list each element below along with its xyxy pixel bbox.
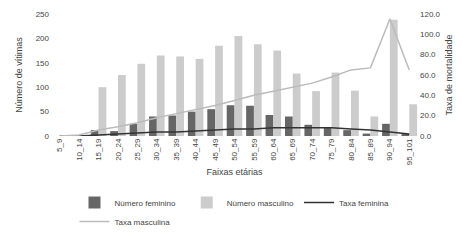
svg-text:5_9: 5_9 [55, 138, 64, 152]
svg-text:150: 150 [36, 59, 50, 68]
svg-text:250: 250 [36, 10, 50, 19]
svg-text:55_59: 55_59 [250, 138, 259, 161]
svg-text:30_34: 30_34 [152, 138, 161, 161]
svg-text:Faixas etárias: Faixas etárias [206, 167, 263, 177]
svg-text:Número masculino: Número masculino [227, 199, 294, 208]
svg-text:50_54: 50_54 [230, 138, 239, 161]
svg-text:Número feminino: Número feminino [115, 199, 176, 208]
svg-text:60.0: 60.0 [420, 71, 436, 80]
svg-text:80.0: 80.0 [420, 50, 436, 59]
svg-text:65_69: 65_69 [288, 138, 297, 161]
svg-text:20_24: 20_24 [114, 138, 123, 161]
svg-text:120.0: 120.0 [420, 10, 441, 19]
svg-text:35_39: 35_39 [172, 138, 181, 161]
svg-text:Taxa de mortalidade: Taxa de mortalidade [444, 34, 454, 115]
svg-text:60_64: 60_64 [269, 138, 278, 161]
svg-text:20.0: 20.0 [420, 111, 436, 120]
svg-text:15_19: 15_19 [94, 138, 103, 161]
svg-text:10_14: 10_14 [75, 138, 84, 161]
svg-text:Taxa feminina: Taxa feminina [339, 199, 389, 208]
svg-text:40.0: 40.0 [420, 91, 436, 100]
svg-text:80_84: 80_84 [347, 138, 356, 161]
svg-text:70_74: 70_74 [308, 138, 317, 161]
svg-text:40_44: 40_44 [191, 138, 200, 161]
svg-text:90_94: 90_94 [385, 138, 394, 161]
svg-text:200: 200 [36, 34, 50, 43]
svg-text:0: 0 [45, 132, 50, 141]
svg-text:100.0: 100.0 [420, 30, 441, 39]
svg-text:0.0: 0.0 [420, 132, 432, 141]
svg-text:95_101: 95_101 [405, 138, 414, 165]
svg-text:50: 50 [40, 107, 49, 116]
svg-text:Taxa masculina: Taxa masculina [115, 218, 171, 227]
svg-text:25_29: 25_29 [133, 138, 142, 161]
svg-text:Número de vítimas: Número de vítimas [14, 37, 24, 113]
svg-text:85_89: 85_89 [366, 138, 375, 161]
svg-text:100: 100 [36, 83, 50, 92]
svg-text:75_79: 75_79 [327, 138, 336, 161]
svg-text:45_49: 45_49 [211, 138, 220, 161]
